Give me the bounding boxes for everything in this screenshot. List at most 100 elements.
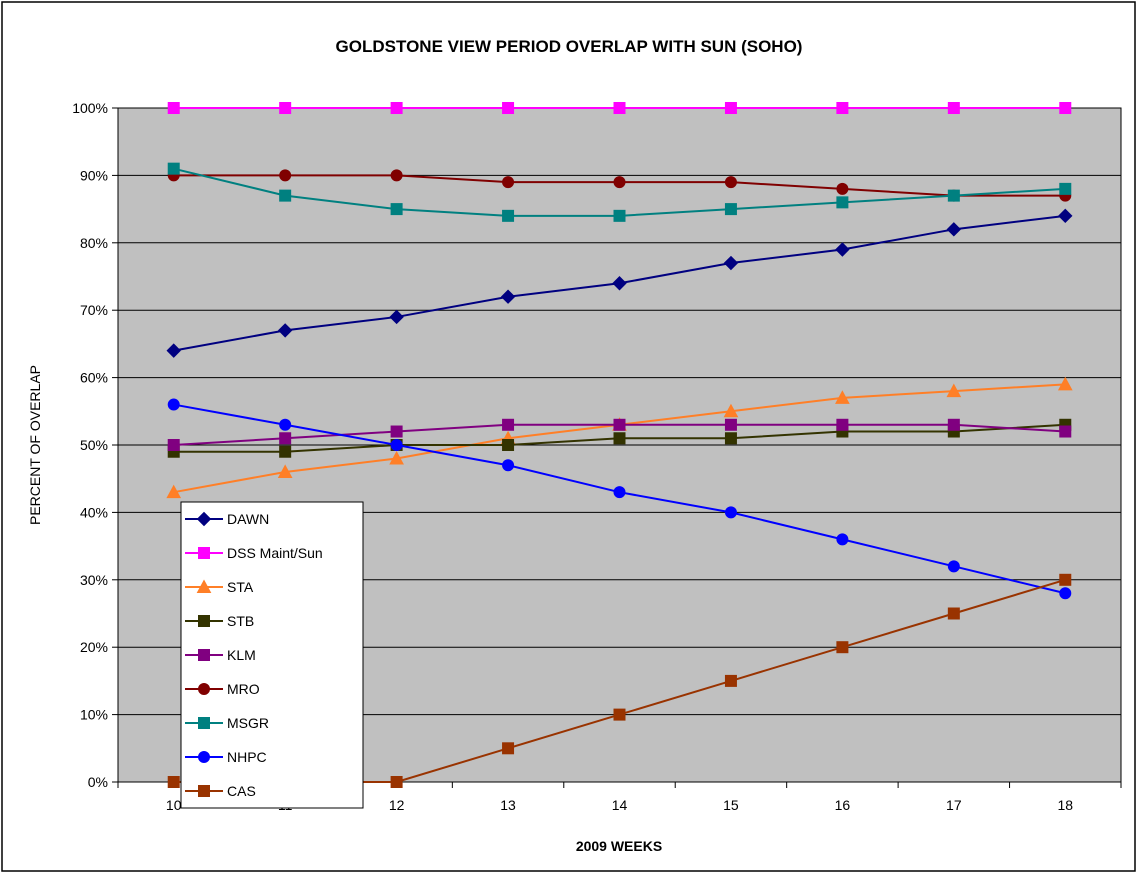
data-point-dss-maint-sun — [724, 102, 737, 114]
axes: 0%10%20%30%40%50%60%70%80%90%100%1011121… — [72, 100, 1122, 813]
data-point-nhpc — [502, 459, 515, 472]
data-point-mro — [613, 176, 626, 189]
legend-marker — [198, 547, 210, 559]
data-point-dss-maint-sun — [947, 102, 960, 114]
data-point-klm — [167, 439, 180, 451]
data-point-stb — [613, 432, 626, 445]
data-point-sta — [277, 464, 293, 478]
data-point-dawn — [723, 255, 739, 271]
data-point-msgr — [613, 209, 626, 222]
y-tick-label: 0% — [88, 774, 108, 790]
legend-item-msgr: MSGR — [185, 715, 269, 731]
data-point-cas — [947, 607, 960, 620]
series-klm — [167, 418, 1072, 451]
y-tick-label: 80% — [80, 235, 108, 251]
y-tick-label: 100% — [72, 100, 108, 116]
data-point-msgr — [836, 196, 849, 209]
legend-item-cas: CAS — [185, 783, 256, 799]
data-point-klm — [836, 418, 849, 431]
y-tick-label: 70% — [80, 302, 108, 318]
data-point-sta — [946, 383, 962, 398]
legend-item-dss-maint-sun: DSS Maint/Sun — [185, 545, 323, 561]
legend-item-sta: STA — [185, 579, 254, 595]
data-point-stb — [502, 439, 515, 451]
y-tick-label: 50% — [80, 437, 108, 453]
data-point-dawn — [389, 309, 404, 325]
data-point-cas — [167, 776, 180, 788]
y-tick-label: 30% — [80, 572, 108, 588]
data-point-mro — [836, 182, 849, 195]
x-tick-label: 12 — [389, 797, 405, 813]
legend-label: STA — [227, 579, 254, 595]
series-dawn — [166, 208, 1073, 358]
data-point-dawn — [500, 289, 516, 304]
legend-marker — [198, 751, 210, 763]
x-tick-label: 13 — [500, 797, 516, 813]
legend-marker — [198, 785, 210, 797]
y-tick-label: 40% — [80, 504, 108, 520]
data-point-cas — [724, 674, 737, 687]
data-point-mro — [279, 169, 292, 182]
y-tick-label: 90% — [80, 167, 108, 183]
data-point-nhpc — [279, 418, 292, 431]
data-point-dawn — [1058, 208, 1073, 224]
y-tick-label: 20% — [80, 639, 108, 655]
data-point-cas — [502, 742, 515, 755]
x-tick-label: 14 — [612, 797, 628, 813]
series-dss-maint-sun — [167, 102, 1072, 114]
y-axis-title: PERCENT OF OVERLAP — [27, 365, 43, 525]
data-point-dss-maint-sun — [390, 102, 403, 114]
legend-marker — [198, 717, 210, 729]
legend-item-mro: MRO — [185, 681, 260, 697]
legend-item-klm: KLM — [185, 647, 256, 663]
legend-item-dawn: DAWN — [185, 511, 269, 527]
data-point-klm — [947, 418, 960, 431]
data-point-sta — [389, 450, 404, 465]
data-point-cas — [836, 641, 849, 654]
data-point-nhpc — [836, 533, 849, 546]
data-point-dawn — [166, 343, 181, 358]
data-point-msgr — [947, 189, 960, 202]
data-point-nhpc — [390, 439, 403, 451]
legend-label: DSS Maint/Sun — [227, 545, 323, 561]
data-point-msgr — [1059, 182, 1072, 195]
legend-marker — [198, 683, 210, 695]
data-point-msgr — [390, 203, 403, 216]
data-point-nhpc — [613, 486, 626, 499]
legend-label: STB — [227, 613, 254, 629]
data-point-cas — [390, 776, 403, 788]
data-point-klm — [613, 418, 626, 431]
data-point-msgr — [502, 209, 515, 222]
x-axis-title: 2009 WEEKS — [576, 838, 662, 854]
data-point-sta — [723, 403, 739, 418]
data-point-cas — [613, 708, 626, 721]
data-point-dawn — [835, 242, 850, 257]
data-point-dss-maint-sun — [836, 102, 849, 114]
data-point-msgr — [724, 203, 737, 216]
data-point-stb — [279, 445, 292, 458]
data-point-klm — [502, 418, 515, 431]
chart-title: GOLDSTONE VIEW PERIOD OVERLAP WITH SUN (… — [336, 37, 803, 56]
legend-marker — [198, 649, 210, 661]
y-tick-label: 10% — [80, 707, 108, 723]
legend-marker — [196, 579, 212, 593]
data-point-dss-maint-sun — [613, 102, 626, 114]
x-tick-label: 18 — [1057, 797, 1073, 813]
data-point-msgr — [279, 189, 292, 202]
data-point-dawn — [612, 276, 627, 291]
series-msgr — [167, 162, 1072, 222]
data-point-klm — [1059, 425, 1072, 438]
data-point-klm — [279, 432, 292, 445]
legend-label: MSGR — [227, 715, 269, 731]
data-point-mro — [724, 176, 737, 189]
y-tick-label: 60% — [80, 370, 108, 386]
legend: DAWN DSS Maint/Sun STA STB KLM MRO MSGR NHPC CAS — [180, 501, 364, 809]
data-point-nhpc — [167, 398, 180, 411]
legend-label: KLM — [227, 647, 256, 663]
legend-label: NHPC — [227, 749, 267, 765]
legend-label: CAS — [227, 783, 256, 799]
data-point-stb — [724, 432, 737, 445]
data-point-cas — [1059, 573, 1072, 586]
legend-label: DAWN — [227, 511, 269, 527]
